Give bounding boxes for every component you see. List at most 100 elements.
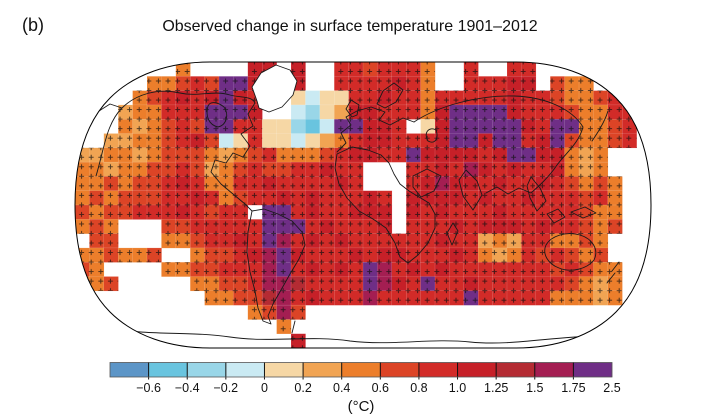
stipple-overlay <box>175 162 191 177</box>
map-grid-cell <box>290 118 306 134</box>
stipple-overlay <box>478 276 493 291</box>
stipple-overlay <box>247 247 263 263</box>
stipple-overlay <box>204 119 219 134</box>
stipple-overlay <box>348 262 363 277</box>
stipple-overlay <box>276 233 291 248</box>
stipple-overlay <box>319 276 335 291</box>
stipple-overlay <box>334 247 349 263</box>
stipple-overlay <box>247 276 263 291</box>
map-grid-cell <box>319 133 335 149</box>
stipple-overlay <box>463 276 479 291</box>
stipple-overlay <box>593 247 608 263</box>
stipple-overlay <box>564 90 579 105</box>
stipple-overlay <box>449 176 464 191</box>
coastline-south-america <box>246 208 306 325</box>
stipple-overlay <box>219 162 234 177</box>
colorbar-segment <box>496 362 535 377</box>
stipple-overlay <box>377 262 392 277</box>
stipple-overlay <box>564 262 579 277</box>
stipple-overlay <box>521 247 536 263</box>
stipple-overlay <box>435 162 450 177</box>
stipple-overlay <box>147 162 162 177</box>
stipple-overlay <box>579 276 594 291</box>
stipple-overlay <box>161 76 176 91</box>
colorbar-tick-label: −0.6 <box>136 381 161 395</box>
stipple-overlay <box>535 90 551 105</box>
stipple-overlay <box>103 162 119 177</box>
map-grid-cell <box>305 104 321 120</box>
stipple-overlay <box>564 119 579 134</box>
stipple-overlay <box>291 233 306 248</box>
stipple-overlay <box>535 219 551 234</box>
stipple-overlay <box>175 76 191 91</box>
stipple-overlay <box>132 205 147 220</box>
colorbar-tick-label: 0.4 <box>333 381 350 395</box>
stipple-overlay <box>247 233 263 248</box>
stipple-overlay <box>521 262 536 277</box>
stipple-overlay <box>492 90 507 105</box>
stipple-overlay <box>190 233 205 248</box>
stipple-overlay <box>319 247 335 263</box>
stipple-overlay <box>89 276 104 291</box>
stipple-overlay <box>507 219 522 234</box>
stipple-overlay <box>190 176 205 191</box>
coastline-north-america <box>95 90 256 212</box>
stipple-overlay <box>435 247 450 263</box>
stipple-overlay <box>219 190 234 205</box>
stipple-overlay <box>363 133 378 148</box>
stipple-overlay <box>233 162 248 177</box>
stipple-overlay <box>233 176 248 191</box>
stipple-overlay <box>406 62 421 77</box>
stipple-overlay <box>305 262 320 277</box>
stipple-overlay <box>363 147 378 163</box>
stipple-overlay <box>233 190 248 205</box>
stipple-overlay <box>449 262 464 277</box>
stipple-overlay <box>291 333 306 348</box>
stipple-overlay <box>435 219 450 234</box>
stipple-overlay <box>535 104 551 120</box>
stipple-overlay <box>161 219 176 234</box>
stipple-overlay <box>291 305 306 320</box>
stipple-overlay <box>89 233 104 248</box>
stipple-overlay <box>175 119 191 134</box>
stipple-overlay <box>507 247 522 263</box>
stipple-overlay <box>363 76 378 91</box>
stipple-overlay <box>276 176 291 191</box>
stipple-overlay <box>564 247 579 263</box>
stipple-overlay <box>507 104 522 120</box>
stipple-overlay <box>507 62 522 77</box>
stipple-overlay <box>521 276 536 291</box>
stipple-overlay <box>291 190 306 205</box>
stipple-overlay <box>219 119 234 134</box>
stipple-overlay <box>161 162 176 177</box>
stipple-overlay <box>449 190 464 205</box>
stipple-overlay <box>435 119 450 134</box>
stipple-overlay <box>420 276 435 291</box>
stipple-overlay <box>550 176 565 191</box>
colorbar-tick-label: 0 <box>261 381 268 395</box>
stipple-overlay <box>348 247 363 263</box>
stipple-overlay <box>406 162 421 177</box>
stipple-overlay <box>607 104 623 120</box>
stipple-overlay <box>550 276 565 291</box>
stipple-overlay <box>262 262 277 277</box>
stipple-overlay <box>204 219 219 234</box>
colorbar-ticks <box>148 362 574 380</box>
stipple-overlay <box>219 290 234 306</box>
stipple-overlay <box>492 162 507 177</box>
stipple-overlay <box>478 205 493 220</box>
stipple-overlay <box>564 76 579 91</box>
stipple-overlay <box>319 219 335 234</box>
stipple-overlay <box>132 90 147 105</box>
stipple-overlay <box>305 233 320 248</box>
stipple-overlay <box>607 262 623 277</box>
stipple-overlay <box>593 190 608 205</box>
stipple-overlay <box>219 205 234 220</box>
stipple-overlay <box>478 247 493 263</box>
stipple-overlay <box>334 276 349 291</box>
stipple-overlay <box>535 262 551 277</box>
stipple-overlay <box>319 290 335 306</box>
coastline-japan <box>591 110 609 142</box>
stipple-overlay <box>406 76 421 91</box>
stipple-overlay <box>118 162 133 177</box>
